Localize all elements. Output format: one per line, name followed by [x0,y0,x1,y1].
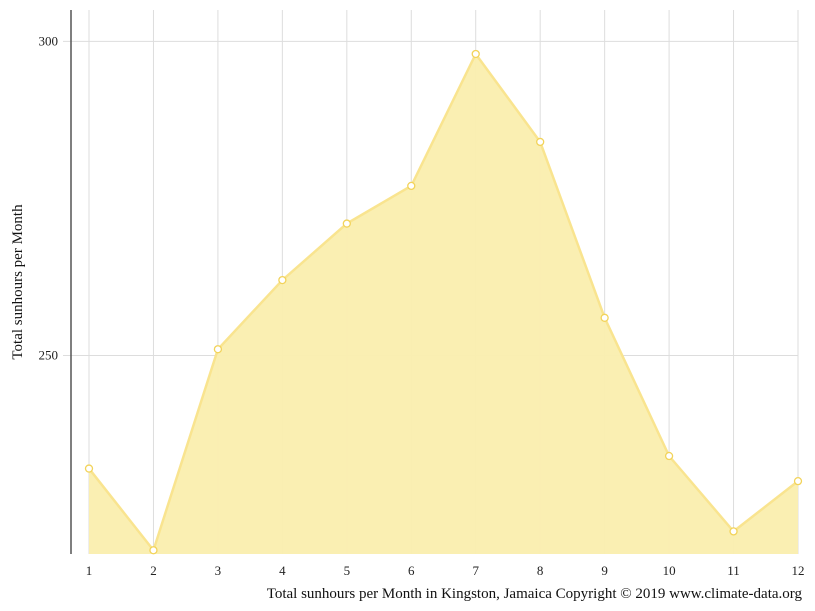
x-tick-label-1: 1 [86,563,93,578]
x-tick-label-12: 12 [792,563,805,578]
x-tick-label-2: 2 [150,563,157,578]
chart-caption: Total sunhours per Month in Kingston, Ja… [267,586,803,602]
x-tick-label-8: 8 [537,563,544,578]
y-tick-label-300: 300 [39,33,59,48]
data-point-1 [84,464,94,473]
data-point-5 [342,219,351,228]
data-point-7 [471,49,480,59]
x-tick-label-5: 5 [344,563,351,578]
x-tick-labels: 1 2 3 4 5 6 7 8 9 10 11 12 [86,563,805,578]
y-axis-title: Total sunhours per Month [10,204,26,360]
data-point-12 [793,476,803,486]
data-point-9 [600,313,609,322]
x-tick-label-4: 4 [279,563,286,578]
series-line [88,51,799,553]
data-point-2 [149,546,158,555]
data-point-4 [278,275,287,285]
data-point-6 [407,181,416,191]
plot-area [88,51,799,554]
x-tick-label-9: 9 [601,563,608,578]
y-tick-labels: 250 300 [39,33,59,362]
x-tick-label-11: 11 [727,563,740,578]
data-point-11 [729,527,738,536]
y-tick-label-250: 250 [39,347,59,362]
data-point-10 [664,451,674,461]
x-tick-label-7: 7 [472,563,479,578]
x-tick-label-10: 10 [663,563,676,578]
x-tick-label-3: 3 [215,563,222,578]
area-fill [89,53,798,554]
data-points [84,49,803,555]
data-point-8 [536,137,545,147]
x-tick-label-6: 6 [408,563,415,578]
data-point-3 [213,345,223,354]
